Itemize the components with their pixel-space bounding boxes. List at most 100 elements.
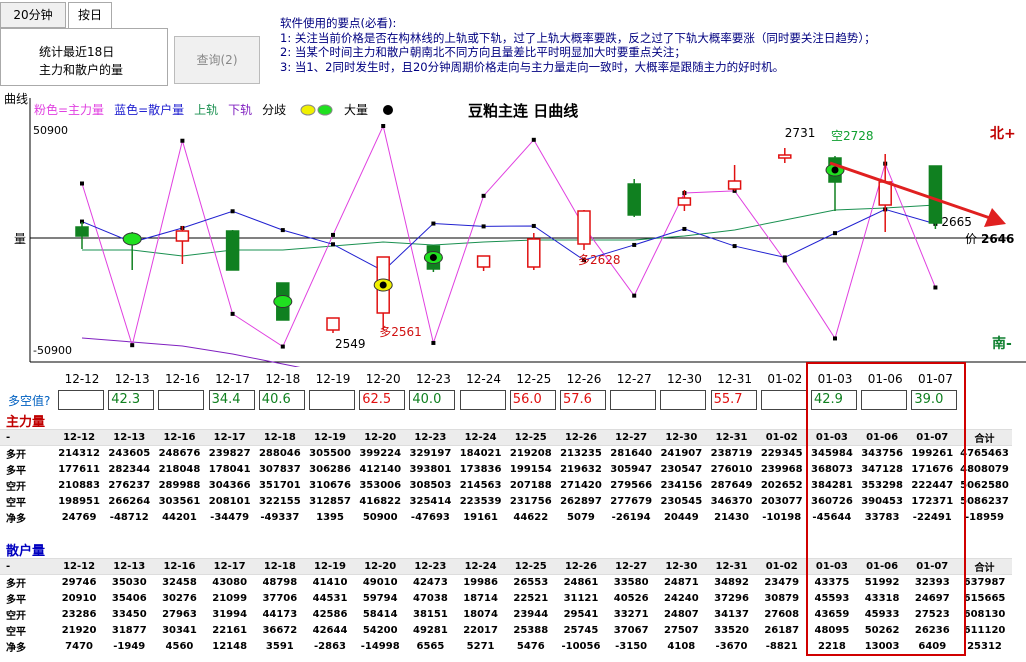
table-cell: 207188 [509, 480, 552, 491]
table-cell: 24240 [663, 593, 699, 604]
date-label: 12-26 [566, 372, 602, 386]
table-cell: 01-07 [907, 429, 958, 446]
table-cell: 238719 [710, 448, 753, 460]
table-cell: 12-25 [505, 558, 556, 575]
table-cell: 43080 [212, 577, 248, 589]
table-cell: 305500 [309, 448, 351, 460]
tab-20min[interactable]: 20分钟 [0, 2, 66, 28]
table-cell: 多开 [6, 450, 26, 462]
candle-body [778, 154, 792, 159]
table-cell: 01-02 [756, 558, 807, 575]
table-cell: 多开 [6, 579, 26, 591]
table-cell: 230547 [660, 464, 703, 475]
table-cell: 214312 [58, 448, 100, 460]
y-axis-label: 量 [14, 232, 26, 246]
table-cell: 49010 [362, 577, 398, 589]
table-cell: 310676 [309, 480, 351, 491]
table-cell: 30276 [162, 593, 197, 604]
table-cell: 54200 [362, 625, 398, 636]
duokong-value-box [660, 390, 707, 410]
north-label: 北+ [990, 126, 1016, 142]
table-cell: 307837 [258, 464, 301, 475]
table-cell: 279566 [610, 480, 653, 491]
table-cell: 262897 [560, 496, 602, 507]
retail-point [531, 223, 536, 228]
retail-line [81, 208, 936, 272]
table-cell: 19161 [463, 512, 498, 523]
table-cell: -47693 [410, 512, 450, 523]
main-force-point [280, 344, 285, 349]
table-cell: 306286 [309, 464, 351, 475]
table-cell: 6409 [918, 641, 947, 652]
main-force-point [782, 258, 787, 263]
table-cell: 31877 [111, 625, 147, 636]
table-cell: 384281 [811, 480, 853, 491]
table-cell: -2863 [314, 641, 347, 652]
table-cell: -22491 [912, 512, 952, 523]
table-cell: 12-20 [355, 429, 406, 446]
duokong-value-box [760, 390, 807, 410]
main-force-point [531, 137, 536, 142]
retail-point [582, 258, 586, 263]
table-cell: 12-24 [455, 558, 506, 575]
table-cell: 21099 [212, 593, 248, 604]
duokong-value-box: 34.4 [208, 390, 255, 410]
candle-body [476, 255, 491, 268]
table-cell: 12-19 [304, 558, 356, 575]
main-force-point [431, 340, 436, 345]
table-cell: - [0, 429, 54, 446]
main-force-point [481, 193, 486, 198]
table-cell: 218048 [158, 464, 201, 475]
table-cell: 12-31 [706, 429, 757, 446]
date-label: 12-19 [315, 372, 351, 386]
chart-title: 豆粕主连 日曲线 [468, 102, 579, 120]
table-row: 净多 24769 -48712 44201 -34479 -49337 1395 50900 -… [0, 510, 1012, 526]
query-button[interactable]: 查询(2) [174, 36, 260, 84]
price-annotation: 2549 [335, 337, 366, 351]
table-cell: 37706 [262, 593, 298, 604]
table-cell: 41410 [312, 577, 348, 589]
date-label: 12-17 [215, 372, 251, 386]
table-cell: 276237 [108, 480, 151, 491]
table-cell: -3150 [615, 641, 648, 652]
table-cell: 21920 [61, 625, 97, 636]
y-tick-label: 50900 [33, 124, 68, 137]
duokong-row: 多空值? 42.3 34.4 40.6 62.5 40.0 56.0 57.6 55.7 42.… [0, 388, 1026, 412]
table-row: 多开 214312 243605 248676 239827 288046 305500 39… [0, 446, 1012, 462]
chart-legend: 粉色=主力量 蓝色=散户量 上轨 下轨 分歧 大量 [34, 101, 404, 118]
retail-point [80, 219, 84, 224]
price-annotation: 多2561 [379, 325, 422, 339]
table-cell: 288046 [258, 448, 301, 460]
date-label: 12-12 [64, 372, 100, 386]
table-cell: 33783 [864, 512, 900, 523]
legend-retail: 蓝色=散户量 [114, 103, 185, 117]
lower-band-line [81, 337, 301, 367]
retail-table: -12-12 12-13 12-16 12-17 12-18 12-19 12-20 12-2… [0, 558, 1012, 655]
tab-daily[interactable]: 按日 [68, 2, 112, 30]
table-cell: 177611 [58, 464, 100, 475]
table-row: 空开 210883 276237 289988 304366 351701 310676 35… [0, 478, 1012, 494]
main-force-point [381, 124, 386, 128]
price-annotation: 多2628 [578, 253, 621, 267]
table-cell: 37296 [714, 593, 749, 604]
duokong-value-box [58, 390, 104, 410]
table-cell: 325414 [409, 496, 452, 507]
table-cell: 412140 [359, 464, 402, 475]
table-cell: 305947 [610, 464, 653, 475]
table-cell: 343756 [861, 448, 903, 460]
legend-diverge: 分歧 [262, 103, 334, 117]
candle-body [75, 226, 89, 237]
date-label: 12-30 [666, 372, 702, 386]
table-cell: 42473 [413, 577, 448, 589]
date-label: 12-27 [616, 372, 652, 386]
table-cell: 31994 [212, 609, 248, 620]
table-cell: 01-06 [857, 558, 908, 575]
table-cell: 33520 [714, 625, 749, 636]
table-cell: 184021 [459, 448, 502, 460]
table-cell: 32393 [914, 577, 950, 589]
table-row: 净多 7470 -1949 4560 12148 3591 -2863 -14998 6565 5… [0, 639, 1012, 655]
table-cell: 43318 [864, 593, 900, 604]
table-cell: -10198 [762, 512, 802, 523]
table-cell: 48095 [814, 625, 850, 636]
table-cell: 12-13 [104, 429, 155, 446]
